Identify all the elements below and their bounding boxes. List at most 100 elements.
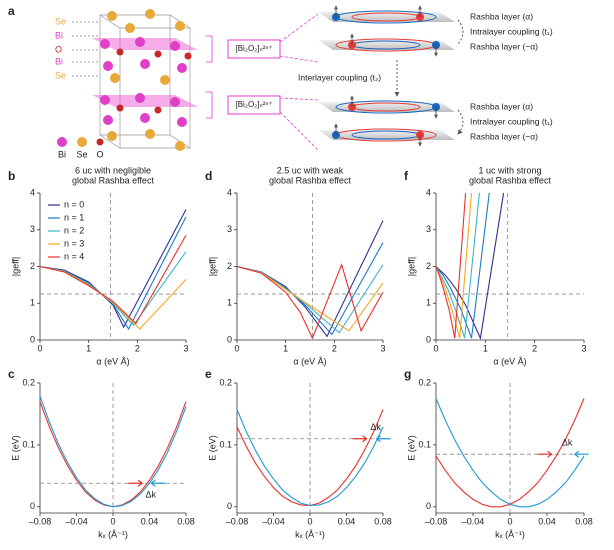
x-tick-label: 0.04 [538,516,556,526]
layer-label: Rashba layer (−α) [470,41,538,51]
x-tick-label: 2 [332,343,337,353]
y-tick-label: 0 [426,501,431,511]
y-tick-label: 4 [426,187,431,197]
arrow [573,450,589,458]
atom-label-lines [72,21,98,77]
y-tick-label: 0.1 [219,439,232,449]
x-tick-label: –0.04 [65,516,88,526]
legend-text: Se [76,149,87,159]
y-tick-label: 3 [426,224,431,234]
interlayer-label: Interlayer coupling (t₂) [298,72,381,82]
x-tick-label: –0.08 [226,516,249,526]
y-axis-label: E (eV) [406,435,416,461]
y-tick-label: 2 [426,261,431,271]
annotation: Δk [562,438,573,448]
legend-label: n = 1 [64,212,84,222]
x-axis-label: α (eV Å) [96,356,129,366]
layer-label: Intralayer coupling (t₁) [470,26,553,36]
atom-label: Se [55,16,66,26]
y-tick-label: 4 [30,187,35,197]
x-tick-label: 0 [307,516,312,526]
chart-title: 1 uc with strong [478,165,541,175]
data-line [39,395,187,508]
x-tick-label: 1 [283,343,288,353]
x-tick-label: 0 [507,516,512,526]
x-tick-label: –0.08 [29,516,52,526]
layer-label: Rashba layer (−α) [470,131,538,141]
y-tick-label: 0.2 [22,377,35,387]
y-tick-label: 1 [227,298,232,308]
x-axis-label: kₓ (Å⁻¹) [495,529,525,539]
arrow [537,450,553,458]
block-label: [Bi₂O₂]ₙ²ⁿ⁺ [236,44,273,53]
x-tick-label: 0 [37,343,42,353]
x-tick-label: 0 [110,516,115,526]
legend-text: O [96,149,103,159]
x-tick-label: –0.04 [262,516,285,526]
y-axis-label: |geff| [207,257,217,277]
data-line [236,262,384,340]
atom-label: Bi [55,56,63,66]
panel-label: g [404,367,411,381]
x-tick-label: 0.08 [374,516,392,526]
x-axis-label: α (eV Å) [493,356,526,366]
data-line [39,265,187,330]
x-tick-label: 0.08 [575,516,593,526]
x-tick-label: 1 [86,343,91,353]
legend-text: Bi [58,149,66,159]
annotation: Δk [146,490,157,500]
x-axis-label: α (eV Å) [293,356,326,366]
chart-title: 6 uc with negligible [75,165,151,175]
x-tick-label: 2 [135,343,140,353]
y-axis-label: E (eV) [207,435,217,461]
connector [279,13,319,151]
legend-swatch [77,137,87,147]
x-tick-label: –0.04 [462,516,485,526]
y-tick-label: 0 [227,334,232,344]
data-line [39,234,187,325]
legend-swatch [96,138,104,146]
atom-label: Bi [55,30,63,40]
y-axis-label: |geff| [406,257,416,277]
layer-label: Intralayer coupling (t₁) [470,116,553,126]
panel-label: d [205,169,212,183]
data-line [435,192,467,339]
legend-label: n = 2 [64,225,84,235]
arrow [375,435,391,443]
arrow [150,479,166,487]
x-tick-label: 0 [433,343,438,353]
x-tick-label: 2 [532,343,537,353]
data-line [236,264,384,334]
x-tick-label: –0.08 [425,516,448,526]
x-tick-label: 3 [183,343,188,353]
annotation: Δk [370,422,381,432]
x-tick-label: 0.08 [177,516,195,526]
data-line [435,192,490,339]
x-tick-label: 3 [380,343,385,353]
block-box [227,39,281,59]
atoms [100,9,192,151]
block-label: [Bi₂O₂]ₙ²ⁿ⁺ [236,100,273,109]
data-line [236,242,384,336]
x-tick-label: 0 [234,343,239,353]
y-tick-label: 3 [30,224,35,234]
y-tick-label: 0.2 [418,377,431,387]
layers [318,5,464,147]
chart-title: global Rashba effect [269,175,351,185]
data-line [236,409,384,507]
y-tick-label: 3 [227,224,232,234]
bracket [206,35,213,119]
y-tick-label: 0 [30,334,35,344]
y-tick-label: 0.2 [219,377,232,387]
atom-label: O [55,44,62,54]
chart-title: global Rashba effect [469,175,551,185]
x-axis-label: kₓ (Å⁻¹) [295,529,325,539]
y-tick-label: 2 [30,261,35,271]
x-tick-label: 1 [483,343,488,353]
chart-title: global Rashba effect [72,175,154,185]
y-tick-label: 0.1 [22,439,35,449]
y-tick-label: 2 [227,261,232,271]
data-line [236,220,384,338]
data-line [435,192,480,339]
